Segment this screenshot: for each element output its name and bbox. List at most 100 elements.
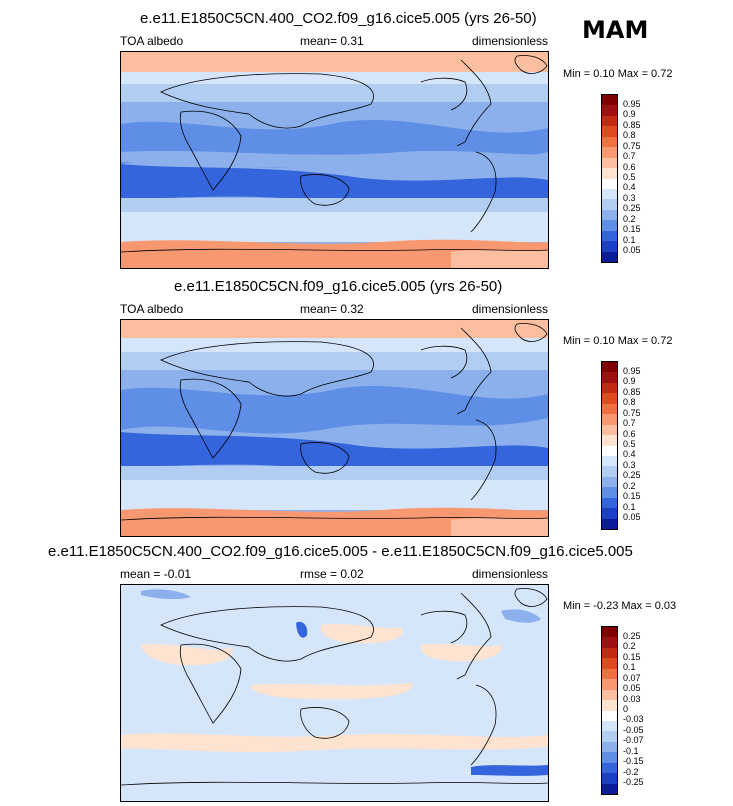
panel-3-minmax: Min = -0.23 Max = 0.03	[563, 600, 677, 612]
colorbar-tick-label: 0.25	[623, 203, 641, 214]
panel-1-mean-label: mean= 0.31	[300, 34, 364, 48]
colorbar-swatch	[602, 627, 617, 638]
colorbar-tick-label: 0	[623, 704, 629, 714]
colorbar-swatch	[602, 647, 617, 659]
colorbar-tick-label: 0.6	[623, 428, 636, 439]
panel-3-title: e.e11.E1850C5CN.400_CO2.f09_g16.cice5.00…	[48, 543, 633, 560]
colorbar-tick-label: 0.1	[623, 662, 636, 673]
colorbar-swatch	[602, 251, 617, 262]
colorbar-swatch	[602, 168, 617, 179]
panel-1-colorbar	[601, 94, 618, 263]
colorbar-swatch	[602, 362, 617, 373]
colorbar-tick-label: 0.8	[623, 397, 636, 408]
colorbar-tick-label: 0.07	[623, 672, 641, 683]
colorbar-tick-label: 0.75	[623, 140, 641, 151]
panel-1-minmax: Min = 0.10 Max = 0.72	[563, 68, 673, 80]
colorbar-swatch	[602, 372, 617, 383]
colorbar-tick-label: 0.2	[623, 641, 636, 652]
colorbar-swatch	[602, 455, 617, 467]
colorbar-tick-label: 0.5	[623, 439, 636, 449]
colorbar-tick-label: 0.5	[623, 172, 636, 182]
colorbar-swatch	[602, 126, 617, 137]
panel-2-map	[120, 319, 549, 537]
colorbar-swatch	[602, 518, 617, 529]
panel-2-mean-label: mean= 0.32	[300, 302, 364, 316]
colorbar-tick-label: 0.8	[623, 130, 636, 141]
panel-3-colorbar	[601, 626, 618, 795]
panel-1-units-label: dimensionless	[472, 34, 549, 48]
colorbar-tick-label: 0.15	[623, 651, 641, 662]
colorbar-tick-label: 0.05	[623, 683, 641, 694]
colorbar-swatch	[602, 230, 617, 242]
colorbar-swatch	[602, 95, 617, 106]
colorbar-tick-label: 0.2	[623, 213, 636, 224]
colorbar-tick-label: -0.03	[623, 714, 644, 725]
colorbar-swatch	[602, 710, 617, 721]
colorbar-tick-label: 0.25	[623, 630, 641, 641]
colorbar-swatch	[602, 762, 617, 774]
colorbar-tick-label: 0.9	[623, 109, 636, 120]
colorbar-swatch	[602, 393, 617, 404]
colorbar-swatch	[602, 497, 617, 509]
panel-3-units-label: dimensionless	[472, 567, 549, 581]
colorbar-swatch	[602, 147, 617, 158]
colorbar-swatch	[602, 382, 617, 394]
colorbar-tick-label: 0.3	[623, 459, 636, 470]
panel-2-title: e.e11.E1850C5CN.f09_g16.cice5.005 (yrs 2…	[174, 278, 503, 295]
colorbar-tick-label: 0.2	[623, 480, 636, 491]
colorbar-swatch	[602, 508, 617, 519]
colorbar-tick-label: 0.7	[623, 151, 636, 162]
colorbar-tick-label: 0.85	[623, 119, 641, 130]
colorbar-swatch	[602, 668, 617, 680]
colorbar-swatch	[602, 466, 617, 477]
panel-1-title: e.e11.E1850C5CN.400_CO2.f09_g16.cice5.00…	[140, 10, 537, 27]
colorbar-tick-label: 0.85	[623, 386, 641, 397]
colorbar-swatch	[602, 773, 617, 784]
colorbar-tick-label: 0.03	[623, 693, 641, 704]
colorbar-swatch	[602, 741, 617, 753]
colorbar-tick-label: 0.05	[623, 245, 641, 256]
panel-2-colorbar	[601, 361, 618, 530]
colorbar-tick-label: 0.25	[623, 470, 641, 481]
colorbar-swatch	[602, 188, 617, 200]
colorbar-swatch	[602, 689, 617, 701]
colorbar-swatch	[602, 445, 617, 456]
colorbar-swatch	[602, 414, 617, 425]
colorbar-tick-label: -0.1	[623, 745, 639, 756]
colorbar-tick-label: 0.95	[623, 98, 641, 109]
panel-2-variable-label: TOA albedo	[120, 302, 184, 316]
colorbar-tick-label: -0.05	[623, 724, 644, 735]
panel-2-minmax: Min = 0.10 Max = 0.72	[563, 335, 673, 347]
colorbar-swatch	[602, 476, 617, 488]
colorbar-swatch	[602, 403, 617, 415]
colorbar-tick-label: 0.75	[623, 407, 641, 418]
colorbar-tick-label: 0.9	[623, 376, 636, 387]
colorbar-swatch	[602, 241, 617, 252]
colorbar-swatch	[602, 783, 617, 794]
colorbar-swatch	[602, 199, 617, 210]
colorbar-swatch	[602, 700, 617, 711]
colorbar-tick-label: 0.1	[623, 501, 636, 512]
colorbar-tick-label: -0.2	[623, 766, 639, 777]
panel-3-mean-label: mean = -0.01	[120, 567, 192, 581]
colorbar-tick-label: -0.25	[623, 777, 644, 788]
colorbar-swatch	[602, 424, 617, 436]
colorbar-tick-label: -0.07	[623, 735, 644, 746]
colorbar-swatch	[602, 178, 617, 189]
colorbar-tick-label: 0.95	[623, 365, 641, 376]
colorbar-swatch	[602, 435, 617, 446]
colorbar-tick-label: 0.4	[623, 182, 636, 193]
colorbar-swatch	[602, 752, 617, 763]
colorbar-tick-label: 0.1	[623, 234, 636, 245]
colorbar-swatch	[602, 731, 617, 742]
colorbar-swatch	[602, 679, 617, 690]
colorbar-swatch	[602, 220, 617, 231]
colorbar-tick-label: 0.6	[623, 161, 636, 172]
colorbar-swatch	[602, 637, 617, 648]
colorbar-tick-label: 0.3	[623, 192, 636, 203]
colorbar-swatch	[602, 105, 617, 116]
colorbar-tick-label: 0.15	[623, 491, 641, 502]
panel-1-variable-label: TOA albedo	[120, 34, 184, 48]
colorbar-swatch	[602, 115, 617, 127]
colorbar-swatch	[602, 157, 617, 169]
